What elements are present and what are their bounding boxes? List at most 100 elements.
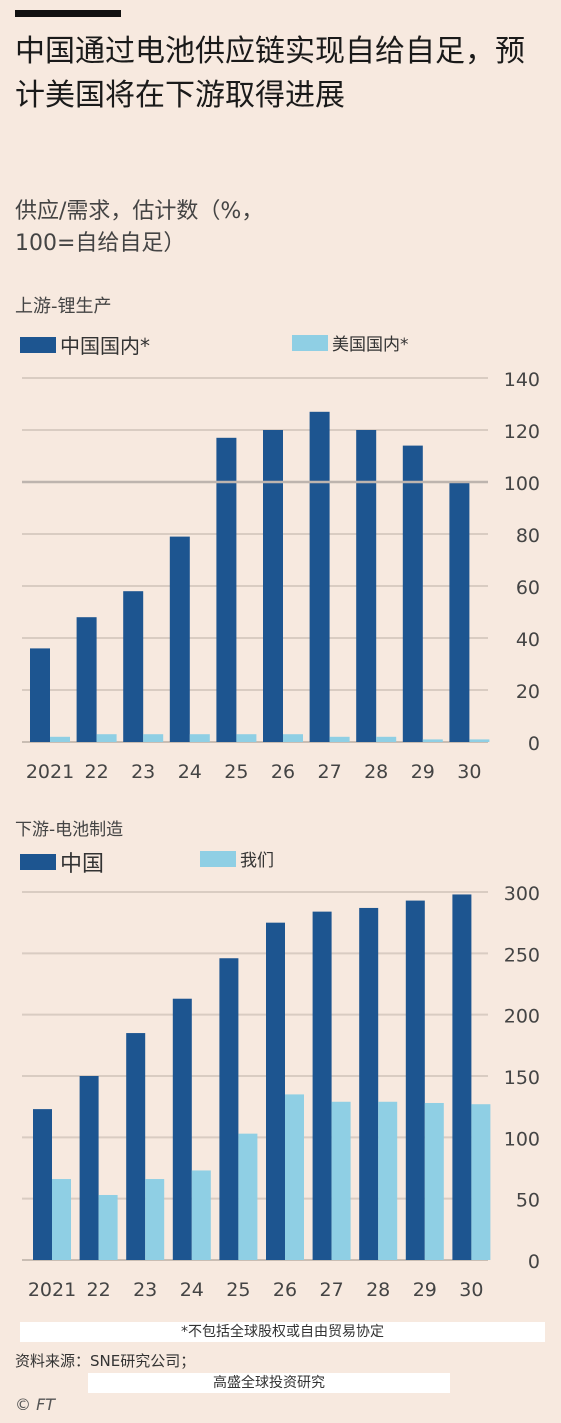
chart2-title: 下游-电池制造 — [15, 820, 124, 840]
y-tick-label: 300 — [504, 883, 540, 905]
bar-series1 — [356, 430, 377, 742]
legend-label: 我们 — [240, 851, 274, 871]
y-tick-label: 100 — [504, 1128, 540, 1150]
source-line-2: 高盛全球投资研究 — [88, 1373, 450, 1393]
bar-series2 — [285, 1094, 304, 1260]
chart2-legend-series1: 中国 — [20, 846, 104, 878]
chart2-plot: 0 50 100 150 200 250 300 2021 22 23 24 25 26 27 28 29 30 — [22, 883, 540, 1301]
x-tick-label: 29 — [413, 1279, 437, 1301]
y-tick-label: 20 — [516, 681, 540, 703]
bar-series2 — [52, 1179, 71, 1260]
chart1-plot: 0 20 40 60 80 100 120 140 2021 22 23 24 25 26 27 28 29 30 — [22, 369, 540, 783]
bar-series2 — [238, 1133, 258, 1260]
chart-subtitle: 供应/需求，估计数（%， 100=自给自足） — [15, 196, 535, 260]
y-tick-label: 40 — [516, 629, 540, 651]
bar-series2 — [96, 734, 117, 742]
y-tick-label: 60 — [516, 577, 540, 599]
chart1-legend-series2: 美国国内* — [292, 330, 409, 355]
bar-series1 — [216, 437, 237, 742]
bar-series1 — [405, 900, 425, 1260]
y-tick-label: 140 — [504, 369, 540, 391]
chart1-title: 上游-锂生产 — [15, 296, 112, 317]
source-line: 资料来源：SNE研究公司； — [15, 1352, 196, 1370]
bar-series2 — [98, 1194, 118, 1260]
bar-series1 — [33, 1109, 52, 1260]
header-rule — [15, 10, 121, 17]
bar-series2 — [422, 739, 443, 742]
bar-series1 — [312, 911, 332, 1260]
chart1-legend-series1: 中国国内* — [20, 330, 150, 359]
x-tick-label: 30 — [457, 761, 481, 783]
bar-series1 — [452, 894, 472, 1260]
x-tick-label: 24 — [178, 761, 202, 783]
bar-series1 — [76, 617, 97, 742]
bar-series1 — [266, 922, 285, 1260]
bar-series1 — [359, 907, 379, 1260]
x-tick-label: 26 — [273, 1279, 297, 1301]
bar-series2 — [189, 734, 210, 742]
bar-series2 — [191, 1170, 211, 1260]
x-tick-label: 27 — [318, 761, 342, 783]
x-tick-label: 2021 — [26, 761, 74, 783]
bar-series2 — [329, 736, 350, 742]
x-tick-label: 29 — [411, 761, 435, 783]
legend-swatch-dark — [20, 336, 56, 353]
legend-label: 美国国内* — [332, 335, 409, 355]
x-tick-label: 28 — [366, 1279, 390, 1301]
footnote: *不包括全球股权或自由贸易协定 — [20, 1322, 545, 1342]
y-tick-label: 50 — [516, 1190, 540, 1212]
bar-series1 — [123, 591, 144, 742]
y-tick-label: 200 — [504, 1006, 540, 1028]
bar-series1 — [402, 445, 423, 742]
bar-series2 — [145, 1179, 165, 1260]
bar-series1 — [126, 1033, 146, 1260]
bar-series2 — [143, 734, 164, 742]
x-tick-label: 27 — [320, 1279, 344, 1301]
bar-series2 — [283, 734, 303, 742]
x-tick-label: 25 — [224, 761, 248, 783]
x-tick-label: 25 — [226, 1279, 250, 1301]
legend-label: 中国 — [60, 852, 105, 877]
bar-series2 — [236, 734, 257, 742]
x-tick-label: 23 — [131, 761, 155, 783]
x-tick-label: 22 — [85, 761, 109, 783]
y-tick-label: 0 — [528, 1251, 540, 1273]
legend-swatch-dark — [20, 854, 56, 870]
x-tick-label: 2021 — [28, 1279, 76, 1301]
x-tick-label: 23 — [133, 1279, 157, 1301]
bar-series1 — [79, 1076, 99, 1260]
x-tick-label: 30 — [459, 1279, 483, 1301]
x-tick-label: 22 — [87, 1279, 111, 1301]
bar-series2 — [331, 1101, 351, 1260]
y-tick-label: 150 — [504, 1067, 540, 1089]
page-title: 中国通过电池供应链实现自给自足，预计美国将在下游取得进展 — [15, 34, 525, 113]
legend-swatch-light — [292, 334, 328, 351]
legend-label: 中国国内* — [60, 334, 150, 358]
legend-swatch-light — [200, 850, 236, 867]
bar-series1 — [309, 411, 330, 742]
bar-series1 — [263, 430, 283, 742]
bar-series2 — [378, 1101, 398, 1260]
bar-series1 — [449, 482, 470, 742]
bar-series1 — [30, 648, 50, 742]
chart2-legend-series2: 我们 — [200, 846, 274, 871]
bar-series2 — [471, 1104, 491, 1260]
x-tick-label: 24 — [180, 1279, 204, 1301]
y-tick-label: 100 — [504, 473, 540, 495]
bar-series2 — [376, 736, 397, 742]
subtitle-line-1: 供应/需求，估计数（%， — [15, 199, 264, 224]
ft-credit: © FT — [15, 1395, 56, 1414]
y-tick-label: 80 — [516, 525, 540, 547]
y-tick-label: 250 — [504, 944, 540, 966]
bar-series1 — [219, 958, 239, 1260]
bar-series2 — [469, 739, 490, 742]
bar-series1 — [172, 998, 192, 1260]
subtitle-line-2: 100=自给自足） — [15, 231, 186, 256]
y-tick-label: 0 — [528, 733, 540, 755]
y-tick-label: 120 — [504, 421, 540, 443]
bar-series2 — [50, 736, 70, 742]
bar-series1 — [169, 536, 190, 742]
x-tick-label: 26 — [271, 761, 295, 783]
x-tick-label: 28 — [364, 761, 388, 783]
bar-series2 — [424, 1102, 444, 1260]
